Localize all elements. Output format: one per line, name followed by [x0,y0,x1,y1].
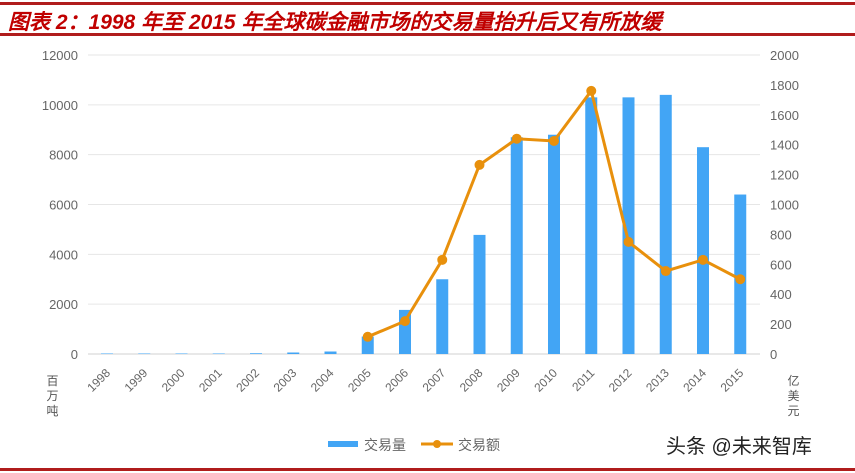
x-tick: 2008 [457,366,486,395]
x-tick: 2000 [159,366,188,395]
bar-2004 [324,351,337,354]
y-tick-right: 1600 [770,108,799,123]
y-tick-right: 1400 [770,138,799,153]
bar-2005 [361,336,374,354]
y-tick-left: 8000 [49,148,78,163]
bar-2009 [510,137,523,354]
y-axis-label-right: 亿美元 [787,374,800,418]
y-tick-left: 2000 [49,297,78,312]
y-tick-right: 1000 [770,198,799,213]
x-tick: 1999 [122,366,151,395]
bar-2007 [436,279,449,354]
point-2012 [623,236,634,247]
title-rule [0,33,855,36]
x-tick: 2013 [643,366,672,395]
bottom-rule [0,468,855,471]
x-tick: 1998 [84,366,113,395]
point-2015 [735,274,746,285]
y-tick-left: 4000 [49,247,78,262]
legend-line-marker [433,440,441,448]
bar-2008 [473,234,486,354]
x-tick: 2011 [569,366,597,394]
x-tick: 2006 [382,366,411,395]
y-tick-left: 12000 [42,48,78,63]
top-rule [0,2,855,5]
point-2008 [474,159,485,170]
point-2014 [698,254,708,265]
y-tick-right: 1800 [770,78,799,93]
point-2006 [400,316,410,327]
point-2010 [549,135,559,146]
y-tick-right: 1200 [770,168,799,183]
y-tick-right: 2000 [770,48,799,63]
bar-2014 [697,147,709,354]
x-tick: 2015 [718,366,747,395]
bar-2003 [287,352,300,354]
x-tick: 2002 [233,366,262,395]
point-2011 [586,85,597,96]
bar-2012 [622,97,635,354]
point-2007 [437,254,448,265]
y-tick-right: 800 [770,227,792,242]
bar-2010 [548,134,560,354]
legend-bar-label: 交易量 [364,437,406,453]
y-tick-right: 600 [770,257,792,272]
point-2009 [511,133,522,144]
y-tick-right: 400 [770,287,792,302]
x-tick: 2012 [606,366,635,395]
x-tick: 2001 [196,366,225,395]
x-tick: 2005 [345,366,374,395]
y-tick-left: 10000 [42,98,78,113]
y-tick-left: 6000 [49,198,78,213]
y-tick-right: 200 [770,317,792,332]
bar-2011 [585,97,598,354]
watermark: 头条 @未来智库 [666,436,812,458]
x-tick: 2010 [531,366,560,395]
x-tick: 2007 [420,366,449,395]
bar-2002 [250,353,262,354]
point-2013 [660,266,671,277]
x-tick: 2009 [494,366,523,395]
y-tick-right: 0 [770,347,777,362]
chart-title: 图表 2：1998 年至 2015 年全球碳金融市场的交易量抬升后又有所放缓 [8,11,662,34]
legend-line-label: 交易额 [458,437,500,453]
legend-bar-swatch [328,441,358,447]
x-tick: 2004 [308,366,337,395]
bar-2013 [659,94,672,354]
point-2005 [362,331,373,342]
x-tick: 2003 [271,366,300,395]
y-axis-label-left: 百万吨 [46,374,59,418]
x-tick: 2014 [680,366,709,395]
y-tick-left: 0 [71,347,78,362]
